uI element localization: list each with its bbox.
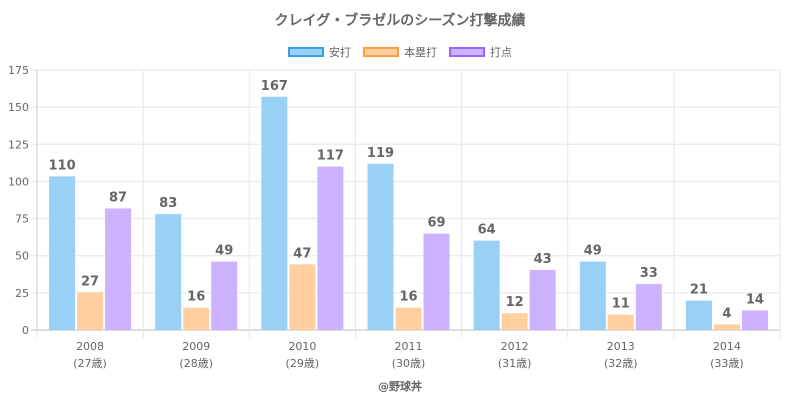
data-label-hits: 49: [584, 244, 602, 259]
legend-swatch-hits: [288, 47, 324, 57]
x-tick-sublabel: (28歳): [179, 357, 213, 370]
y-tick-label: 25: [15, 287, 29, 300]
bar-rbi[interactable]: [105, 208, 132, 330]
data-label-home-runs: 11: [612, 297, 630, 312]
data-label-home-runs: 27: [81, 274, 99, 289]
legend-label-home-runs: 本塁打: [404, 46, 437, 59]
x-tick-sublabel: (31歳): [498, 357, 532, 370]
x-tick-label: 2013: [607, 340, 635, 353]
legend-item-home-runs[interactable]: 本塁打: [363, 44, 437, 60]
data-label-home-runs: 16: [187, 290, 205, 305]
data-label-hits: 64: [478, 223, 496, 238]
legend-label-hits: 安打: [329, 46, 351, 59]
bar-hits[interactable]: [685, 300, 712, 330]
bar-home-runs[interactable]: [289, 264, 316, 330]
data-label-hits: 110: [49, 158, 76, 173]
data-label-rbi: 49: [215, 244, 233, 259]
x-tick-label: 2008: [76, 340, 104, 353]
legend-swatch-home-runs: [363, 47, 399, 57]
bar-home-runs[interactable]: [183, 307, 210, 330]
data-label-hits: 83: [159, 196, 177, 211]
data-label-hits: 119: [367, 146, 394, 161]
data-label-rbi: 87: [109, 190, 127, 205]
data-label-rbi: 43: [534, 252, 552, 267]
legend-item-rbi[interactable]: 打点: [449, 44, 512, 60]
data-label-home-runs: 12: [506, 295, 524, 310]
x-tick-sublabel: (32歳): [604, 357, 638, 370]
legend-label-rbi: 打点: [490, 46, 512, 59]
bar-hits[interactable]: [473, 240, 500, 330]
bar-rbi[interactable]: [529, 269, 556, 330]
x-tick-label: 2009: [182, 340, 210, 353]
data-label-home-runs: 16: [399, 290, 417, 305]
bar-hits[interactable]: [367, 163, 394, 330]
bar-rbi[interactable]: [741, 310, 768, 330]
bar-home-runs[interactable]: [395, 307, 422, 330]
x-tick-label: 2014: [713, 340, 741, 353]
bar-rbi[interactable]: [635, 283, 662, 330]
y-tick-label: 100: [8, 175, 29, 188]
chart-title: クレイグ・ブラゼルのシーズン打撃成績: [274, 13, 526, 29]
bar-rbi[interactable]: [211, 261, 238, 330]
bar-hits[interactable]: [49, 176, 76, 330]
bar-rbi[interactable]: [423, 233, 450, 330]
y-tick-label: 0: [22, 324, 29, 337]
x-tick-label: 2011: [395, 340, 423, 353]
data-label-home-runs: 4: [722, 306, 731, 321]
footer-credit: @野球丼: [378, 380, 422, 393]
data-label-rbi: 14: [746, 292, 764, 307]
data-label-hits: 21: [690, 283, 708, 298]
x-tick-sublabel: (27歳): [73, 357, 107, 370]
legend-item-hits[interactable]: 安打: [288, 44, 351, 60]
legend-swatch-rbi: [449, 47, 485, 57]
bar-home-runs[interactable]: [607, 314, 634, 330]
data-label-rbi: 117: [317, 149, 344, 164]
y-tick-label: 125: [8, 138, 29, 151]
bar-home-runs[interactable]: [501, 313, 528, 330]
bar-hits[interactable]: [579, 261, 606, 330]
data-label-rbi: 33: [640, 266, 658, 281]
legend: 安打 本塁打 打点: [0, 44, 800, 60]
bar-hits[interactable]: [155, 214, 182, 330]
y-tick-label: 50: [15, 250, 29, 263]
x-tick-label: 2010: [288, 340, 316, 353]
y-tick-label: 150: [8, 101, 29, 114]
x-tick-sublabel: (29歳): [286, 357, 320, 370]
data-label-rbi: 69: [427, 216, 445, 231]
x-tick-sublabel: (33歳): [710, 357, 744, 370]
bar-rbi[interactable]: [317, 166, 344, 330]
y-tick-label: 175: [8, 64, 29, 77]
bar-home-runs[interactable]: [77, 292, 104, 330]
bar-home-runs[interactable]: [713, 324, 740, 330]
x-tick-label: 2012: [501, 340, 529, 353]
data-label-home-runs: 47: [293, 246, 311, 261]
y-tick-label: 75: [15, 213, 29, 226]
x-tick-sublabel: (30歳): [392, 357, 426, 370]
bar-hits[interactable]: [261, 96, 288, 330]
data-label-hits: 167: [261, 79, 288, 94]
